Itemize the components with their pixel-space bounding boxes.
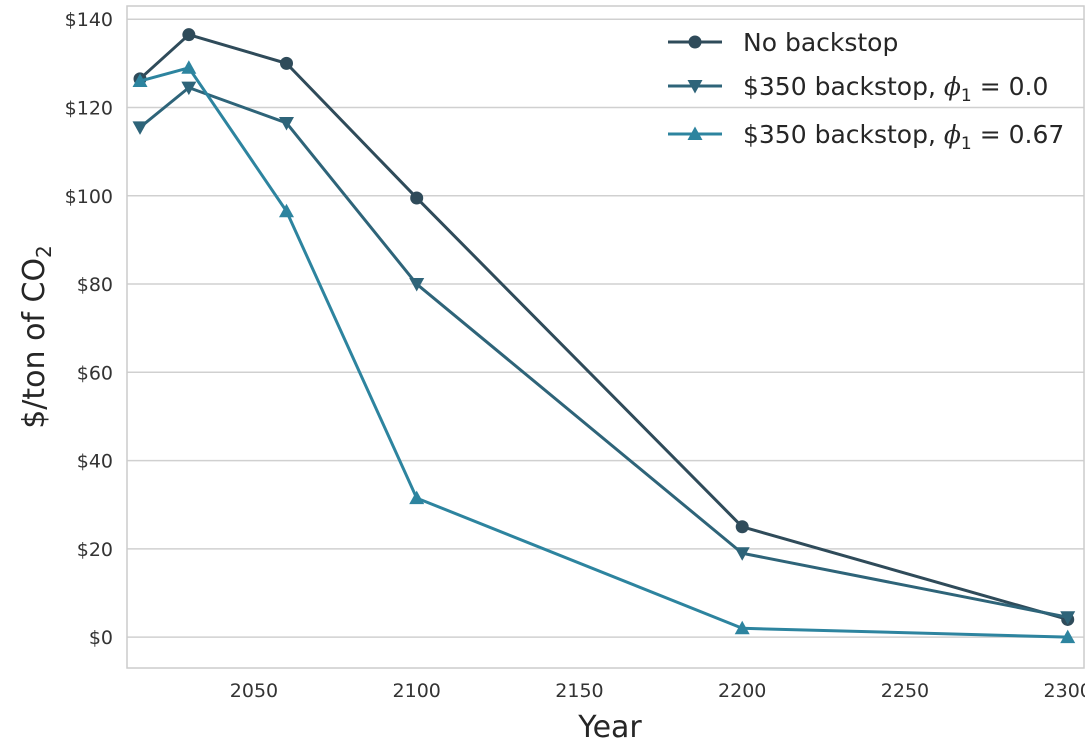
series-line [139, 33, 1069, 621]
data-point [1060, 629, 1076, 644]
y-tick-label: $0 [89, 627, 113, 649]
data-point [409, 278, 425, 292]
data-point [734, 620, 750, 635]
data-point [181, 81, 197, 96]
legend-label-subscript: 1 [961, 134, 972, 154]
plot-frame [126, 5, 1085, 669]
x-tick-label: 2150 [555, 680, 603, 702]
y-tick-label: $20 [77, 539, 113, 561]
data-point [280, 56, 293, 70]
series-3 [132, 60, 1076, 644]
x-tick-labels: 2050 2100 2150 2200 2250 2300 [230, 680, 1085, 702]
y-tick-label: $60 [77, 362, 113, 384]
legend-label: $350 backstop, ϕ1 = 0.0 [743, 72, 1048, 106]
legend-label-text: $350 backstop, [743, 120, 944, 149]
legend-label-text: $350 backstop, [743, 72, 944, 101]
legend-label-symbol: ϕ [944, 120, 961, 149]
data-point [132, 73, 148, 88]
series-2 [132, 81, 1076, 625]
data-point [735, 520, 749, 534]
legend: No backstop$350 backstop, ϕ1 = 0.0$350 b… [668, 28, 1064, 154]
x-tick-label: 2050 [230, 680, 278, 702]
legend-label: No backstop [743, 28, 898, 57]
x-axis-label: Year [577, 710, 642, 742]
y-axis-label: $/ton of CO2 [17, 245, 56, 429]
data-point [410, 191, 424, 205]
legend-label-symbol: ϕ [944, 72, 961, 101]
legend-marker [688, 35, 702, 49]
legend-label-value: = 0.67 [972, 120, 1065, 149]
x-tick-label: 2100 [393, 680, 441, 702]
y-axis-label-main: $/ton of CO [17, 258, 52, 429]
data-point [1060, 611, 1076, 625]
data-point [279, 116, 294, 131]
gridlines [127, 18, 1084, 638]
legend-marker [687, 80, 703, 94]
y-tick-labels: $0 $20 $40 $60 $80 $100 $120 $140 [65, 9, 113, 649]
series-line [139, 86, 1069, 619]
data-point [181, 60, 197, 74]
y-axis-label-subscript: 2 [32, 245, 56, 258]
data-point [132, 121, 148, 135]
y-tick-label: $120 [65, 98, 113, 120]
legend-label-subscript: 1 [961, 86, 972, 106]
series-line [139, 66, 1068, 639]
x-tick-label: 2300 [1044, 680, 1085, 702]
legend-entry-2: $350 backstop, ϕ1 = 0.0 [668, 72, 1048, 106]
legend-entry-1: No backstop [668, 28, 898, 57]
y-tick-label: $80 [77, 274, 113, 296]
y-tick-label: $40 [77, 451, 113, 473]
legend-label: $350 backstop, ϕ1 = 0.67 [743, 120, 1064, 154]
y-tick-label: $140 [65, 9, 113, 31]
legend-label-value: = 0.0 [972, 72, 1049, 101]
data-point [409, 490, 425, 505]
data-point [279, 203, 294, 218]
x-tick-label: 2250 [881, 680, 929, 702]
legend-entry-3: $350 backstop, ϕ1 = 0.67 [668, 120, 1064, 154]
data-point [182, 28, 196, 42]
series-group [132, 28, 1076, 644]
y-tick-label: $100 [65, 186, 113, 208]
x-tick-label: 2200 [718, 680, 766, 702]
legend-marker [687, 126, 703, 140]
data-point [734, 547, 750, 561]
